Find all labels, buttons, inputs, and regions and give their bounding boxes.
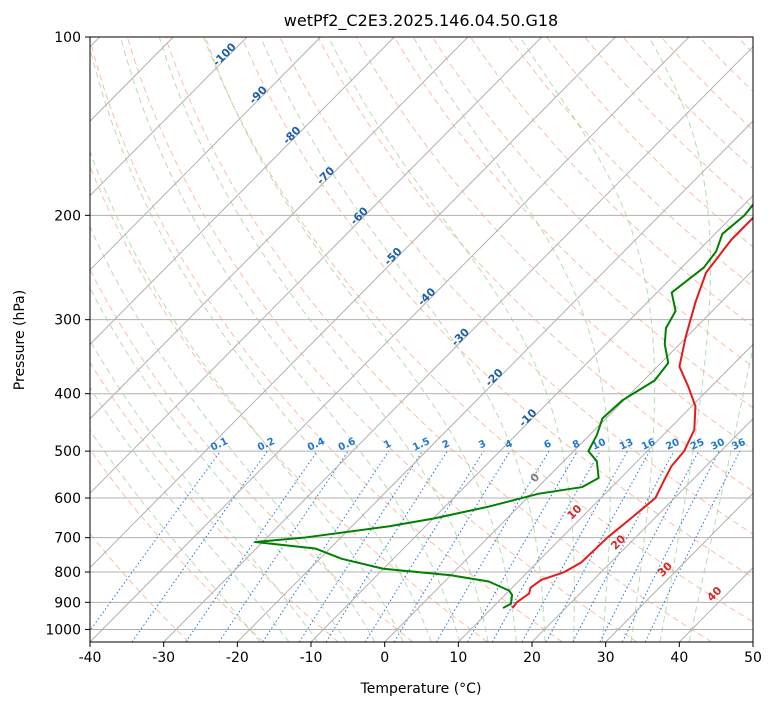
mixing-ratio-line [545,450,651,642]
dry-adiabat-line [393,37,753,409]
y-tick-label: 600 [54,491,81,507]
isobar-gridlines [90,37,753,630]
moist-adiabat-line [90,429,261,642]
dry-adiabat-line [126,37,638,642]
moist-adiabat-line [120,37,461,642]
isotherm-line [310,194,753,642]
x-tick-label: 40 [670,650,688,666]
plot-area [90,37,753,642]
y-tick-label: 500 [54,444,81,460]
mixing-ratio-line [521,450,629,642]
mixing-ratio-line [621,450,720,642]
y-axis: 100 200 300 400 500 600 700 800 900 1000 [45,30,90,638]
dry-adiabat-line [546,37,753,248]
y-axis-label: Pressure (hPa) [12,290,28,390]
dry-adiabat-line [90,165,488,642]
dry-adiabat-line [90,268,414,642]
mixing-ratio-label: 4 [504,438,515,451]
y-tick-label: 300 [54,313,81,329]
moist-adiabat-line [328,37,575,642]
moist-adiabat-line [260,37,546,642]
y-tick-label: 100 [54,30,81,46]
x-tick-label: 20 [523,650,541,666]
dry-adiabat-line [90,448,264,642]
isotherm-line [90,37,321,271]
x-tick-label: -30 [152,650,175,666]
isotherm-line [90,37,542,494]
isotherm-line [90,37,248,197]
mixing-ratio-label: 13 [618,437,635,453]
mixing-ratio-label: 20 [664,437,681,453]
mixing-ratio-label: 30 [709,437,726,453]
temperature-line [511,216,753,609]
mixing-ratio-label: 16 [640,437,657,453]
x-tick-label: 0 [380,650,389,666]
chart-title: wetPf2_C2E3.2025.146.04.50.G18 [284,11,558,31]
mixing-ratio-label: 8 [571,438,582,451]
x-axis: -40 -30 -20 -10 0 10 20 30 40 50 [79,642,762,666]
dry-adiabat-line [164,37,713,642]
y-tick-label: 200 [54,208,81,224]
moist-adiabat-line [90,386,290,642]
mixing-ratio-line [298,450,423,642]
dry-adiabat-line [203,37,753,623]
x-tick-label: 10 [449,650,467,666]
mixing-ratio-line [185,450,318,642]
mixing-ratio-line [262,450,390,642]
y-tick-label: 800 [54,565,81,581]
moist-adiabat-line [688,344,753,642]
x-tick-label: -20 [226,650,249,666]
isotherm-line [236,120,753,642]
moist-adiabat-line [519,37,656,642]
isotherms [90,37,753,642]
moist-adiabat-line [90,286,347,642]
isotherm-line [90,37,616,569]
y-tick-label: 1000 [45,622,81,638]
isotherm-line [384,269,753,642]
mixing-ratio-line [90,450,221,632]
isotherm-line [90,37,690,642]
x-tick-label: 30 [597,650,615,666]
moist-adiabat-line [158,37,489,642]
moist-adiabat-line [412,37,611,642]
mixing-ratio-label: 36 [730,437,747,453]
plot-frame [89,36,754,643]
dry-adiabat-line [584,37,753,209]
mixing-ratio-label: 25 [689,437,706,453]
isotherm-line [90,37,469,420]
isotherm-line [90,37,395,346]
y-tick-label: 900 [54,595,81,611]
dewpoint-line [254,203,753,609]
y-tick-label: 700 [54,531,81,547]
moist-adiabat-line [90,46,432,642]
moist-adiabat-line [90,339,319,642]
moist-adiabat-line [90,150,404,642]
x-axis-label: Temperature (°C) [360,681,482,697]
moist-adiabat-line [648,37,712,642]
x-tick-label: -10 [300,650,323,666]
moist-adiabat-line [90,225,376,642]
mixing-ratio-label: 6 [542,438,553,451]
mixing-ratio-line [218,450,349,642]
y-tick-label: 400 [54,387,81,403]
x-tick-label: -40 [79,650,102,666]
isotherm-line [457,343,753,642]
mixing-ratio-line [325,450,448,642]
dry-adiabat-line [279,37,753,535]
isotherm-line [531,418,753,642]
x-tick-label: 50 [744,650,762,666]
mixing-ratio-line [644,450,741,642]
mixing-ratio-line [364,450,484,642]
profile-series [254,203,753,609]
mixing-ratio-line [393,450,511,642]
mixing-ratio-label: 2 [441,438,452,451]
dry-adiabats [90,37,753,642]
mixing-ratio-lines [90,450,741,642]
mixing-ratio-label: 1 [382,438,393,451]
dry-adiabat-line [431,37,753,368]
dry-adiabat-line [241,37,753,579]
mixing-ratio-label: 3 [477,438,488,451]
isotherm-line [605,492,753,642]
